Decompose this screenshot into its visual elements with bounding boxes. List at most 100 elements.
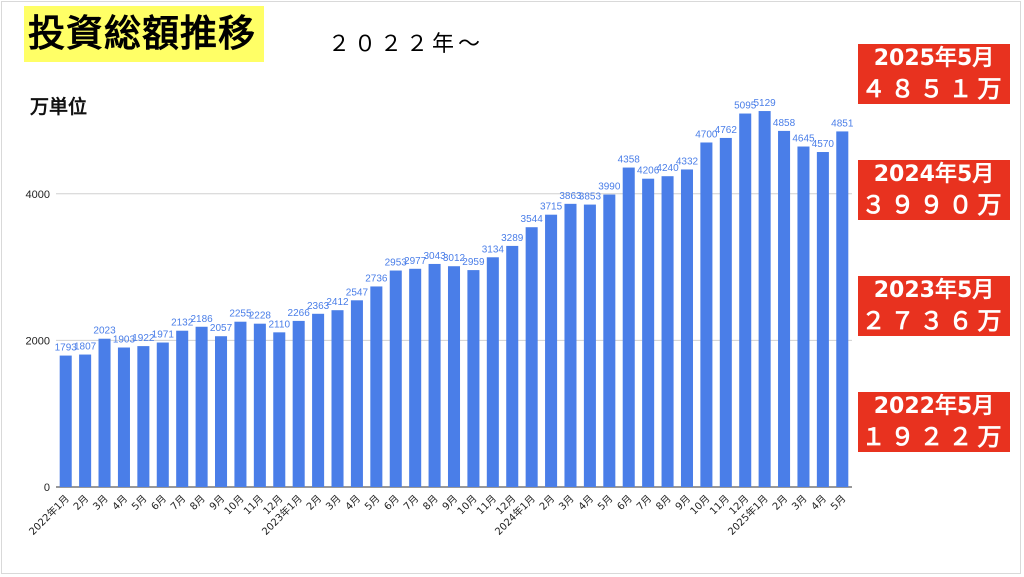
annotation-2022-05: 2022年5月 １９２２万 (858, 392, 1010, 452)
bar (642, 178, 655, 487)
data-label: 2132 (171, 318, 194, 329)
bar (409, 268, 422, 487)
data-label: 1807 (74, 342, 97, 353)
data-label: 4762 (715, 125, 738, 136)
data-label: 2255 (229, 309, 252, 320)
bar (816, 152, 829, 488)
data-label: 3863 (559, 191, 582, 202)
bar (525, 227, 538, 487)
data-label: 2736 (365, 273, 388, 284)
x-tick-label: 2月 (71, 493, 91, 513)
bar (680, 169, 693, 487)
x-tick-label: 3月 (324, 493, 344, 513)
x-tick-label: 8月 (654, 493, 674, 513)
bar (370, 286, 383, 487)
annotation-date: 2022年5月 (873, 394, 995, 419)
bar (758, 111, 771, 487)
bar (292, 320, 305, 487)
y-tick-label: 2000 (26, 335, 50, 347)
bar (583, 204, 596, 487)
annotation-date: 2024年5月 (873, 162, 995, 187)
data-label: 2547 (346, 287, 369, 298)
data-label: 1903 (113, 335, 136, 346)
data-label: 4858 (773, 118, 796, 129)
y-tick-label: 0 (44, 482, 50, 494)
x-tick-label: 7月 (401, 493, 421, 513)
x-tick-label: 8月 (421, 493, 441, 513)
bar (836, 131, 849, 488)
bar (797, 146, 810, 488)
bar (564, 203, 577, 487)
annotation-amount: ３９９０万 (861, 191, 1007, 219)
annotation-2023-05: 2023年5月 ２７３６万 (858, 276, 1010, 336)
data-label: 2057 (210, 323, 233, 334)
data-label: 4240 (656, 163, 679, 174)
annotation-amount: ２７３６万 (861, 307, 1007, 335)
data-label: 4645 (792, 134, 815, 145)
x-tick-label: 10月 (688, 493, 713, 518)
data-label: 2228 (249, 311, 272, 322)
bar (428, 263, 441, 487)
data-label: 2412 (326, 297, 349, 308)
bar (215, 336, 228, 487)
annotation-amount: ４８５１万 (861, 75, 1007, 103)
data-label: 3043 (423, 251, 446, 262)
x-tick-label: 8月 (188, 493, 208, 513)
data-label: 4332 (676, 156, 699, 167)
x-tick-label: 5月 (129, 493, 149, 513)
data-label: 3990 (598, 182, 621, 193)
data-label: 4851 (831, 118, 854, 129)
x-tick-label: 3月 (91, 493, 111, 513)
bar (195, 326, 208, 487)
bar (447, 266, 461, 487)
data-label: 4358 (618, 155, 641, 166)
bar (273, 332, 286, 487)
x-tick-label: 6月 (149, 493, 169, 513)
x-tick-label: 3月 (557, 493, 577, 513)
x-tick-label: 4月 (576, 493, 596, 513)
data-label: 3134 (482, 244, 505, 255)
bar (137, 346, 150, 487)
data-label: 3012 (443, 253, 466, 264)
x-tick-label: 5月 (362, 493, 382, 513)
data-label: 2186 (190, 314, 213, 325)
bar (778, 130, 791, 487)
bar (350, 300, 363, 487)
bar (253, 323, 266, 487)
y-axis-ticks: 0 2000 4000 (26, 189, 50, 494)
x-tick-label: 10月 (222, 493, 247, 518)
bar (467, 270, 480, 487)
data-label: 2953 (385, 258, 408, 269)
data-label: 2023 (93, 326, 116, 337)
x-tick-label: 4月 (343, 493, 363, 513)
data-label: 2363 (307, 301, 330, 312)
annotation-2024-05: 2024年5月 ３９９０万 (858, 160, 1010, 220)
annotation-date: 2023年5月 (873, 278, 995, 303)
data-label: 3715 (540, 202, 563, 213)
annotation-amount: １９２２万 (861, 423, 1007, 451)
bar (331, 310, 344, 487)
bar (312, 313, 325, 487)
bar (79, 354, 92, 487)
bar (661, 176, 674, 487)
x-tick-label: 2月 (770, 493, 790, 513)
bar (719, 137, 732, 487)
annotation-date: 2025年5月 (873, 46, 995, 71)
data-label: 3853 (579, 192, 602, 203)
bar (389, 270, 402, 487)
data-label: 5129 (754, 98, 777, 109)
bar (117, 347, 130, 487)
bar (700, 142, 713, 488)
x-tick-label: 7月 (634, 493, 654, 513)
bar (486, 257, 499, 487)
data-label: 2266 (288, 308, 311, 319)
data-label: 1971 (152, 330, 175, 341)
x-tick-label: 11月 (707, 493, 732, 518)
x-tick-label: 2月 (304, 493, 324, 513)
data-label: 3544 (521, 214, 544, 225)
x-tick-label: 11月 (241, 493, 266, 518)
bar (234, 321, 247, 487)
